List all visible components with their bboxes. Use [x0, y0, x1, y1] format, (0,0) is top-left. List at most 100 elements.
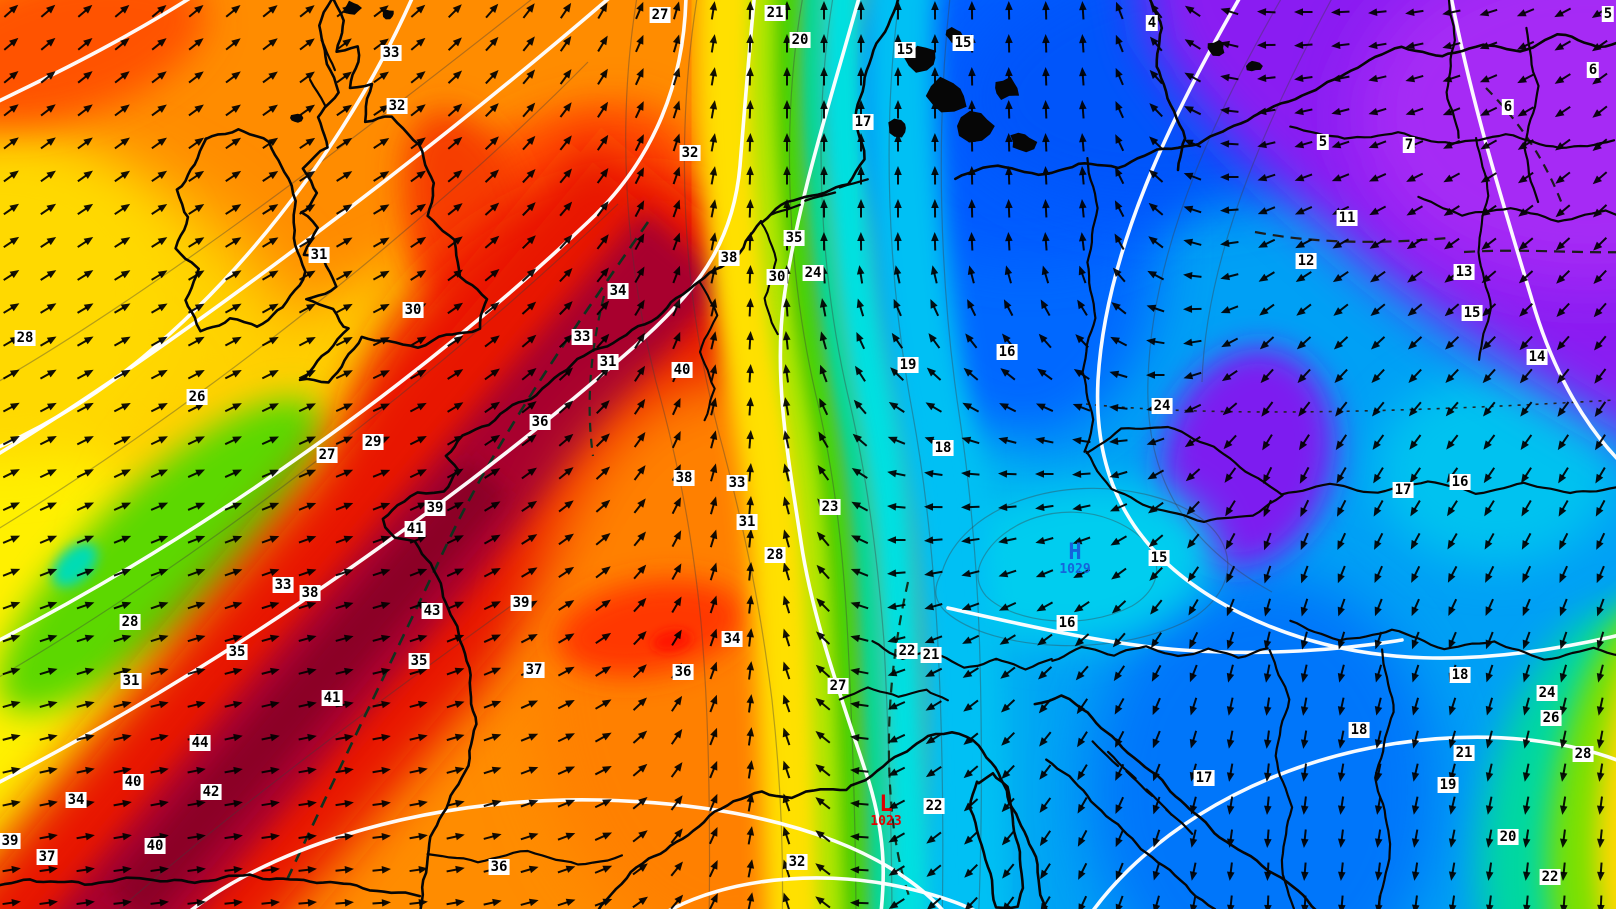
wind-arrow — [782, 430, 791, 449]
wind-arrow — [888, 832, 906, 843]
wind-arrow — [76, 733, 95, 742]
wind-arrow — [335, 370, 353, 380]
wind-arrow — [931, 166, 939, 185]
wind-arrow — [1263, 730, 1272, 749]
wind-arrow — [1485, 565, 1495, 583]
wind-arrow — [335, 766, 354, 775]
wind-arrow — [151, 170, 168, 183]
wind-arrow — [446, 865, 465, 874]
wind-arrow — [709, 496, 718, 515]
wind-arrow — [187, 700, 206, 709]
wind-arrow — [1592, 171, 1608, 185]
wind-arrow — [1035, 536, 1054, 545]
wind-arrow — [1519, 335, 1533, 351]
wind-arrow — [39, 369, 57, 380]
wind-arrow — [261, 336, 279, 347]
wind-arrow — [634, 266, 645, 284]
wind-arrow — [558, 500, 574, 513]
wind-arrow — [1226, 598, 1235, 617]
wind-arrow — [820, 232, 828, 251]
wind-arrow — [709, 430, 718, 449]
wind-arrow — [1042, 100, 1050, 119]
wind-arrow — [850, 601, 869, 610]
wind-arrow — [1111, 567, 1127, 580]
wind-arrow — [520, 865, 539, 874]
wind-arrow — [595, 666, 612, 677]
wind-arrow — [709, 661, 718, 680]
wind-arrow — [816, 564, 830, 580]
wind-arrow — [1482, 368, 1496, 384]
wind-arrow — [595, 632, 612, 645]
wind-arrow — [558, 433, 574, 447]
wind-arrow — [635, 1, 644, 20]
wind-arrow — [1001, 830, 1015, 846]
wind-arrow — [1593, 269, 1607, 284]
wind-arrow — [298, 766, 317, 775]
wind-arrow — [817, 465, 830, 481]
wind-arrow — [261, 535, 280, 544]
be-border — [698, 281, 719, 422]
wind-arrow — [484, 434, 501, 446]
wind-arrow — [76, 369, 94, 380]
wind-arrow — [1331, 8, 1350, 16]
wind-arrow — [888, 401, 905, 413]
wind-arrow — [409, 369, 427, 380]
wind-arrow — [1257, 173, 1276, 182]
wind-arrow — [187, 865, 206, 874]
wind-arrow — [521, 467, 537, 480]
wind-arrow — [372, 733, 391, 742]
scotland-isle-1 — [320, 39, 336, 72]
wind-arrow — [1263, 565, 1272, 584]
wind-arrow — [559, 201, 573, 217]
wind-arrow — [852, 433, 868, 447]
wind-arrow — [634, 68, 644, 86]
wind-arrow — [857, 1, 865, 20]
wind-arrow — [1035, 503, 1054, 512]
wind-arrow — [746, 661, 755, 680]
wind-arrow — [1226, 664, 1235, 683]
wind-arrow — [3, 71, 19, 84]
wind-arrow — [1370, 270, 1386, 283]
wind-arrow — [39, 601, 58, 610]
wind-arrow — [1183, 205, 1202, 214]
wind-arrow — [1556, 270, 1571, 284]
wind-arrow — [595, 466, 611, 480]
wind-arrow — [1592, 105, 1608, 118]
wind-arrow — [298, 502, 317, 511]
wind-arrow — [1073, 568, 1091, 578]
wind-arrow — [815, 830, 831, 843]
wind-arrow — [447, 203, 463, 216]
wind-arrow — [1518, 237, 1534, 251]
wind-arrow — [1146, 437, 1165, 446]
wind-arrow — [2, 634, 21, 643]
wind-arrow — [1559, 565, 1568, 584]
wind-arrow — [113, 535, 132, 544]
wind-arrow — [1337, 532, 1347, 550]
wind-arrow — [484, 136, 499, 150]
wind-arrow — [1522, 829, 1531, 848]
wind-arrow — [888, 799, 906, 810]
wind-arrow — [409, 568, 428, 577]
wind-arrow — [595, 499, 611, 513]
wind-arrow — [672, 298, 681, 317]
wind-arrow — [746, 760, 755, 779]
wind-arrow — [782, 529, 791, 548]
wind-arrow — [1411, 598, 1420, 617]
wind-arrow — [1411, 862, 1420, 881]
wind-arrow — [1443, 172, 1461, 183]
croatia-island-2 — [1107, 750, 1137, 780]
wind-arrow — [298, 336, 316, 347]
wind-arrow — [1115, 67, 1124, 86]
wind-arrow — [335, 667, 354, 676]
wind-arrow — [815, 764, 831, 777]
wind-arrow — [1596, 664, 1605, 683]
wind-arrow — [1559, 532, 1569, 550]
great-britain — [298, 0, 489, 384]
wind-arrow — [746, 529, 754, 548]
wind-arrow — [1520, 467, 1532, 484]
wind-arrow — [558, 467, 574, 480]
wind-arrow — [965, 333, 978, 349]
wind-arrow — [3, 270, 20, 281]
wind-arrow — [410, 236, 427, 248]
wind-arrow — [2, 799, 21, 808]
